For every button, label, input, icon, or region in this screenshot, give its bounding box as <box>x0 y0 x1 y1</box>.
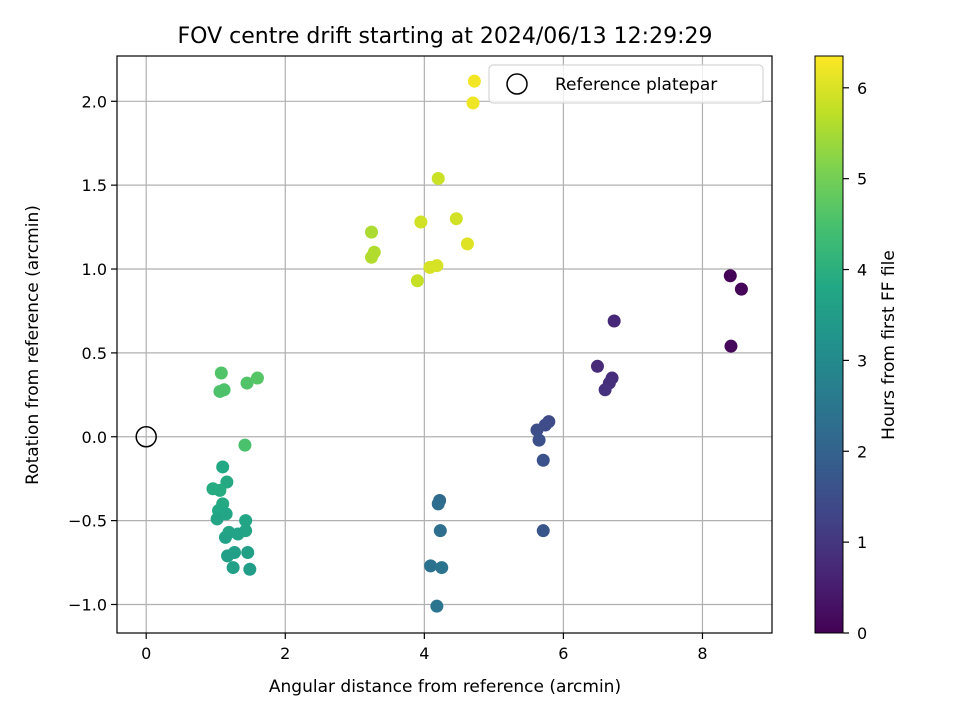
data-point <box>460 237 474 251</box>
x-tick-label: 2 <box>280 644 290 663</box>
data-point <box>250 371 264 385</box>
data-point <box>431 171 445 185</box>
data-point <box>435 561 449 575</box>
x-tick-label: 6 <box>558 644 568 663</box>
x-tick-label: 4 <box>419 644 429 663</box>
data-point <box>241 545 255 559</box>
y-tick-label: 2.0 <box>82 92 107 111</box>
data-point <box>240 376 254 390</box>
y-tick-label: −0.5 <box>68 512 107 531</box>
data-point <box>213 483 227 497</box>
colorbar-ticks: 0 1 2 3 4 5 6 <box>843 79 867 643</box>
colorbar-tick-label: 6 <box>857 79 867 98</box>
data-point <box>423 260 437 274</box>
y-tick-label: 0.0 <box>82 428 107 447</box>
data-point <box>414 215 428 229</box>
y-tick-label: 1.5 <box>82 176 107 195</box>
x-axis-ticks: 0 2 4 6 8 <box>141 633 708 663</box>
data-point <box>431 497 445 511</box>
y-tick-label: 1.0 <box>82 260 107 279</box>
data-point <box>210 512 224 526</box>
data-point <box>466 96 480 110</box>
colorbar-tick-label: 1 <box>857 533 867 552</box>
data-point <box>243 562 257 576</box>
data-point <box>607 314 621 328</box>
data-point <box>410 274 424 288</box>
grid-lines <box>117 56 772 633</box>
data-point <box>221 549 235 563</box>
colorbar-tick-label: 4 <box>857 261 867 280</box>
x-tick-label: 8 <box>697 644 707 663</box>
colorbar-tick-label: 5 <box>857 170 867 189</box>
data-point <box>723 269 737 283</box>
data-point <box>590 359 604 373</box>
data-point <box>238 438 252 452</box>
data-point <box>536 524 550 538</box>
data-point <box>467 74 481 88</box>
colorbar-label: Hours from first FF file <box>879 250 899 440</box>
data-point <box>449 212 463 226</box>
y-axis-ticks: −1.0 −0.5 0.0 0.5 1.0 1.5 2.0 <box>68 92 117 614</box>
data-point <box>226 561 240 575</box>
data-point <box>218 530 232 544</box>
data-point <box>433 524 447 538</box>
data-points <box>206 74 748 613</box>
colorbar: 0 1 2 3 4 5 6 Hours from first FF file <box>814 55 899 643</box>
plot-frame <box>116 55 773 634</box>
data-point <box>530 423 544 437</box>
data-point <box>364 250 378 264</box>
data-point <box>214 366 228 380</box>
data-point <box>532 433 546 447</box>
x-axis-label: Angular distance from reference (arcmin) <box>269 677 621 697</box>
data-point <box>231 527 245 541</box>
data-point <box>239 514 253 528</box>
y-axis-label: Rotation from reference (arcmin) <box>23 205 43 485</box>
legend: Reference platepar <box>488 64 764 104</box>
colorbar-tick-label: 3 <box>857 351 867 370</box>
data-point <box>598 383 612 397</box>
y-tick-label: 0.5 <box>82 344 107 363</box>
data-point <box>430 599 444 613</box>
chart-title: FOV centre drift starting at 2024/06/13 … <box>178 24 713 49</box>
y-tick-label: −1.0 <box>68 595 107 614</box>
colorbar-tick-label: 0 <box>857 624 867 643</box>
data-point <box>536 453 550 467</box>
legend-reference-marker <box>506 73 528 95</box>
legend-label-reference: Reference platepar <box>555 75 717 95</box>
data-point <box>724 339 738 353</box>
data-point <box>364 225 378 239</box>
colorbar-tick-label: 2 <box>857 442 867 461</box>
data-point <box>216 460 230 474</box>
x-tick-label: 0 <box>141 644 151 663</box>
data-point <box>213 384 227 398</box>
legend-box <box>488 64 764 104</box>
data-point <box>424 559 438 573</box>
reference-platepar-marker <box>135 426 157 448</box>
data-point <box>734 282 748 296</box>
colorbar-gradient <box>814 55 844 634</box>
